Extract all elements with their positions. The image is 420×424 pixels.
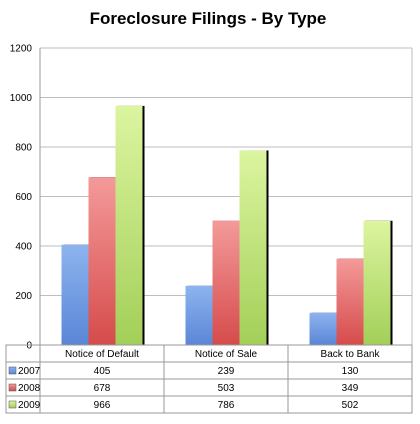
y-tick-label: 800: [15, 143, 32, 154]
data-table-value: 405: [94, 366, 111, 377]
x-tick-label: Notice of Sale: [195, 349, 258, 360]
bar-2007-2: [309, 312, 337, 345]
chart-title: Foreclosure Filings - By Type: [90, 9, 327, 28]
data-table-value: 678: [94, 383, 111, 394]
y-tick-label: 200: [15, 291, 32, 302]
y-axis-ticks: 0 200 400 600 800 1000 1200: [10, 44, 33, 352]
data-table: Notice of Default Notice of Sale Back to B…: [5, 344, 413, 414]
data-table-value: 130: [342, 366, 359, 377]
bar-2008-2: [336, 258, 364, 345]
data-table-value: 502: [342, 400, 359, 411]
x-tick-label: Notice of Default: [65, 349, 139, 360]
legend-swatch-2008: [8, 383, 17, 392]
legend-swatch-2007: [8, 366, 17, 375]
bar-2009-1: [239, 150, 267, 345]
bar-2009-0: [115, 105, 143, 345]
bar-2008-0: [88, 177, 116, 345]
y-tick-label: 600: [15, 192, 32, 203]
x-tick-label: Back to Bank: [321, 349, 381, 360]
legend-label: 2007: [18, 366, 41, 377]
y-tick-label: 1000: [10, 93, 33, 104]
legend-swatch-2009: [8, 400, 17, 409]
bar-2009-2: [363, 220, 391, 345]
data-table-value: 966: [94, 400, 111, 411]
legend-label: 2008: [18, 383, 41, 394]
bar-2007-0: [61, 244, 89, 345]
bar-2007-1: [185, 285, 213, 345]
data-table-value: 349: [342, 383, 359, 394]
data-table-value: 503: [218, 383, 235, 394]
data-table-value: 786: [218, 400, 235, 411]
y-tick-label: 0: [26, 341, 32, 352]
bar-2008-1: [212, 220, 240, 345]
data-table-value: 239: [218, 366, 235, 377]
y-tick-label: 400: [15, 242, 32, 253]
bar-series: [61, 105, 393, 345]
y-tick-label: 1200: [10, 44, 33, 55]
legend-label: 2009: [18, 400, 41, 411]
